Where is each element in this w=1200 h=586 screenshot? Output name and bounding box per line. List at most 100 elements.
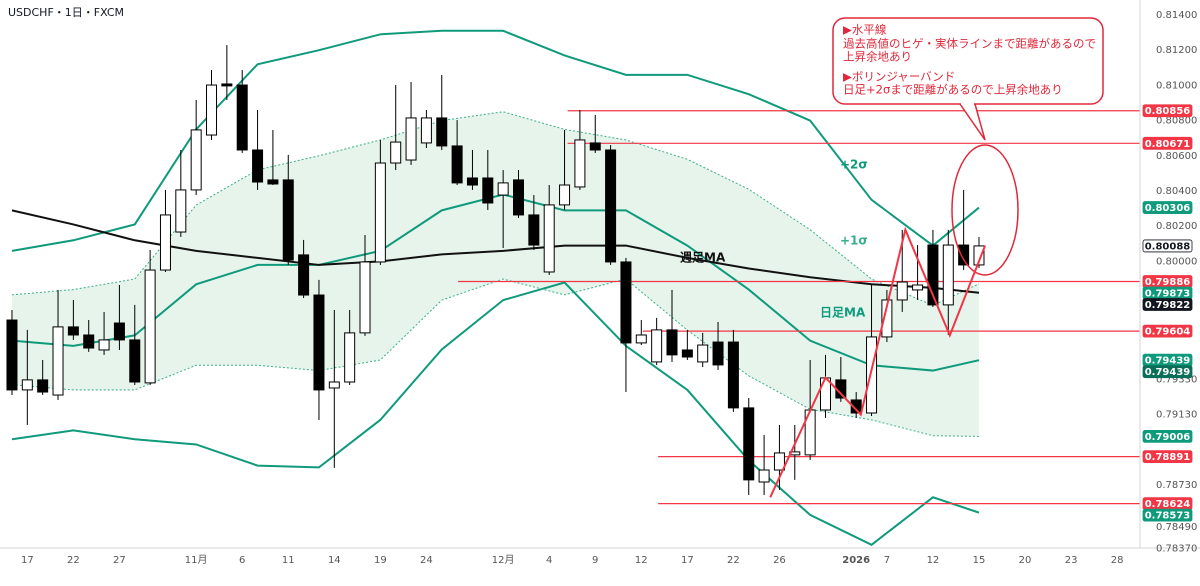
y-tick-label: 0.78490	[1156, 522, 1197, 533]
y-tick-label: 0.80200	[1156, 221, 1197, 232]
symbol-title: USDCHF・1日・FXCM	[8, 6, 124, 19]
candle-body	[113, 322, 125, 341]
candle-body	[420, 117, 432, 144]
price-tag-label: 0.78891	[1145, 452, 1191, 463]
candle-body	[651, 329, 663, 363]
candle-body	[67, 326, 79, 336]
y-tick-label: 0.79330	[1156, 374, 1197, 385]
candle-body	[190, 129, 202, 191]
x-tick-label: 2026	[842, 555, 870, 566]
candle-body	[175, 189, 187, 233]
candle-body	[497, 182, 509, 196]
band-line	[11, 29, 980, 252]
candle-body	[866, 336, 878, 414]
candle-body	[942, 244, 954, 306]
candle-body	[52, 326, 64, 396]
x-tick-label: 4	[546, 555, 552, 566]
x-tick-label: 15	[973, 555, 986, 566]
x-tick-label: 17	[21, 555, 34, 566]
candle-body	[221, 83, 233, 87]
candle-body	[758, 469, 770, 483]
y-tick-label: 0.80600	[1156, 151, 1197, 162]
price-tag-label: 0.79439	[1145, 356, 1191, 367]
candle-body	[605, 149, 617, 263]
y-tick-label: 0.78730	[1156, 480, 1197, 491]
band-label: 週足MA	[680, 250, 726, 265]
x-tick-label: 14	[328, 555, 341, 566]
candle-body	[390, 141, 402, 164]
candle-body	[482, 177, 494, 204]
callout-text: 過去高値のヒゲ・実体ラインまで距離があるので	[843, 37, 1096, 51]
band-label: +1σ	[840, 234, 868, 248]
plot	[6, 29, 1140, 547]
candle-body	[206, 84, 218, 136]
price-tag	[1142, 201, 1193, 214]
x-tick-label: 7	[884, 555, 890, 566]
candle-body	[98, 339, 110, 351]
candle-body	[543, 204, 555, 273]
x-tick-label: 11月	[185, 554, 208, 566]
candle-body	[405, 117, 417, 161]
candle-body	[282, 179, 294, 261]
highlight-circle	[951, 144, 1019, 276]
callout-text: 日足+2σまで距離があるので上昇余地あり	[843, 83, 1063, 97]
candle-body	[881, 299, 893, 338]
price-tag-label: 0.79886	[1145, 277, 1191, 288]
y-tick-label: 0.81400	[1156, 10, 1197, 21]
band-label: +2σ	[840, 158, 868, 172]
x-tick-label: 22	[67, 555, 80, 566]
price-tag	[1142, 324, 1193, 338]
x-tick-label: 9	[592, 555, 598, 566]
x-tick-label: 26	[773, 555, 786, 566]
band-line	[11, 281, 980, 547]
candle-body	[374, 162, 386, 263]
candle-body	[298, 254, 310, 296]
candle-body	[344, 332, 356, 383]
x-tick-label: 20	[1019, 555, 1032, 566]
price-tag	[1142, 298, 1193, 311]
candle-body	[83, 334, 95, 349]
candle-body	[635, 334, 647, 344]
candle-body	[359, 261, 371, 334]
candle-body	[743, 407, 755, 481]
callout-text: ▶水平線	[843, 23, 887, 37]
band-line	[11, 278, 979, 437]
x-tick-label: 12	[635, 555, 648, 566]
candle-body	[21, 379, 33, 391]
candle-body	[513, 179, 525, 216]
y-tick-label: 0.80800	[1156, 116, 1197, 127]
candle-body	[466, 177, 478, 186]
x-tick-label: 12	[927, 555, 940, 566]
candle-body	[252, 149, 264, 183]
x-tick-label: 28	[1111, 555, 1124, 566]
candle-body	[528, 214, 540, 246]
x-tick-label: 12月	[492, 554, 515, 566]
band-line	[11, 209, 980, 294]
candle-body	[589, 142, 601, 151]
price-tag	[1142, 136, 1193, 150]
price-tag	[1142, 508, 1193, 522]
x-tick-label: 22	[727, 555, 740, 566]
x-tick-label: 6	[239, 555, 245, 566]
candle-body	[773, 452, 785, 471]
candle-body	[727, 341, 739, 409]
callout-text: 上昇余地あり	[843, 50, 912, 64]
trend-drawing	[769, 226, 987, 498]
candle-body	[328, 381, 340, 389]
price-tag-label: 0.79822	[1145, 300, 1191, 311]
x-tick-label: 17	[681, 555, 694, 566]
candle-body	[681, 349, 693, 358]
x-tick-label: 19	[374, 555, 387, 566]
price-tag-label: 0.80856	[1145, 106, 1191, 117]
y-tick-label: 0.78370	[1156, 543, 1197, 554]
y-tick-label: 0.81000	[1156, 80, 1197, 91]
candle-body	[129, 339, 141, 383]
price-tag	[1142, 365, 1193, 379]
candle-body	[559, 184, 571, 206]
price-tag	[1142, 239, 1193, 253]
callout-tail	[959, 103, 986, 141]
candle-body	[574, 139, 586, 188]
candle-body	[159, 214, 171, 271]
y-tick-label: 0.80000	[1156, 256, 1197, 267]
callout-text: ▶ボリンジャーバンド	[843, 70, 955, 84]
